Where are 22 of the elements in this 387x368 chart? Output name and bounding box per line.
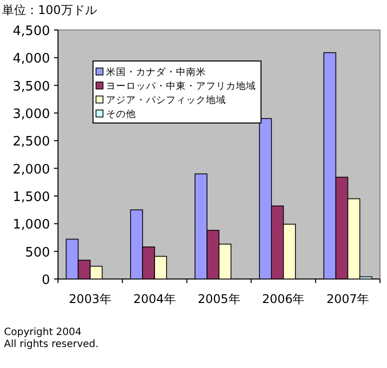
y-tick-label: 3,500 bbox=[12, 79, 50, 94]
y-tick-label: 2,000 bbox=[12, 162, 50, 178]
y-tick-label: 2,500 bbox=[12, 134, 50, 150]
x-tick-label: 2007年 bbox=[326, 292, 370, 306]
legend-label: 米国・カナダ・中南米 bbox=[106, 66, 206, 78]
y-tick-label: 3,000 bbox=[12, 107, 50, 122]
text: All rights reserved. bbox=[4, 339, 99, 350]
y-tick-label: 4,000 bbox=[12, 52, 50, 67]
x-tick-label: 2004年 bbox=[133, 292, 176, 306]
y-tick-label: 0 bbox=[42, 273, 50, 288]
x-tick-label: 2003年 bbox=[68, 292, 112, 306]
y-tick-label: 1,500 bbox=[12, 190, 50, 205]
y-tick-label: 1,000 bbox=[12, 218, 50, 233]
legend-label: ヨーロッパ・中東・アフリカ地域 bbox=[106, 80, 256, 92]
y-tick-label: 4,500 bbox=[12, 24, 50, 39]
y-axis-title: 単位：100万ドル bbox=[2, 3, 97, 17]
text: Copyright 2004 bbox=[4, 327, 82, 338]
y-tick-label: 500 bbox=[25, 245, 50, 260]
legend-label: アジア・パシフィック地域 bbox=[106, 94, 226, 106]
legend-label: その他 bbox=[106, 108, 136, 120]
x-tick-label: 2006年 bbox=[262, 292, 305, 306]
x-tick-label: 2005年 bbox=[198, 292, 240, 306]
